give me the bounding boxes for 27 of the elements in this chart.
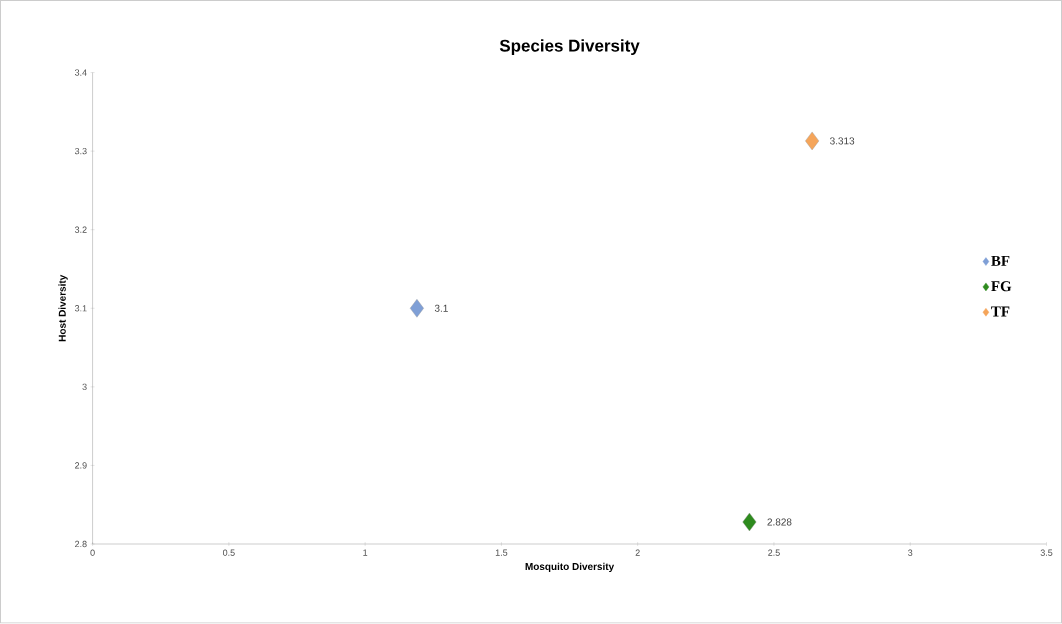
y-tick-label: 3.2 <box>74 226 87 234</box>
x-tick-label: 0.5 <box>222 549 235 557</box>
x-tick-label: 3.5 <box>1040 549 1053 557</box>
data-label: 3.313 <box>830 137 855 145</box>
point <box>805 131 820 151</box>
legend-label: TF <box>991 306 1010 317</box>
y-tick-label: 3.4 <box>74 69 87 76</box>
y-axis-title: Host Diversity <box>58 275 68 342</box>
data-label: 3.1 <box>434 304 448 313</box>
legend-label: BF <box>991 256 1010 266</box>
x-tick-label: 2.5 <box>768 549 780 557</box>
y-tick-label: 2.8 <box>75 541 87 548</box>
x-tick-label: 1 <box>363 549 368 556</box>
x-axis-title: Mosquito Diversity <box>525 562 615 573</box>
y-tick-label: 3.1 <box>74 305 87 312</box>
x-tick-label: 3 <box>908 549 913 557</box>
chart-title: Species Diversity <box>499 39 640 56</box>
x-tick-label: 2 <box>635 549 640 556</box>
x-tick-label: 1.5 <box>495 549 508 556</box>
y-tick-label: 3.3 <box>74 148 87 155</box>
point <box>742 513 757 532</box>
data-label: 2.828 <box>767 518 792 526</box>
y-tick-label: 2.9 <box>75 462 87 469</box>
legend-label: FG <box>991 281 1012 292</box>
point <box>409 299 424 318</box>
x-tick-label: 0 <box>90 549 95 557</box>
y-tick-label: 3 <box>82 383 87 391</box>
